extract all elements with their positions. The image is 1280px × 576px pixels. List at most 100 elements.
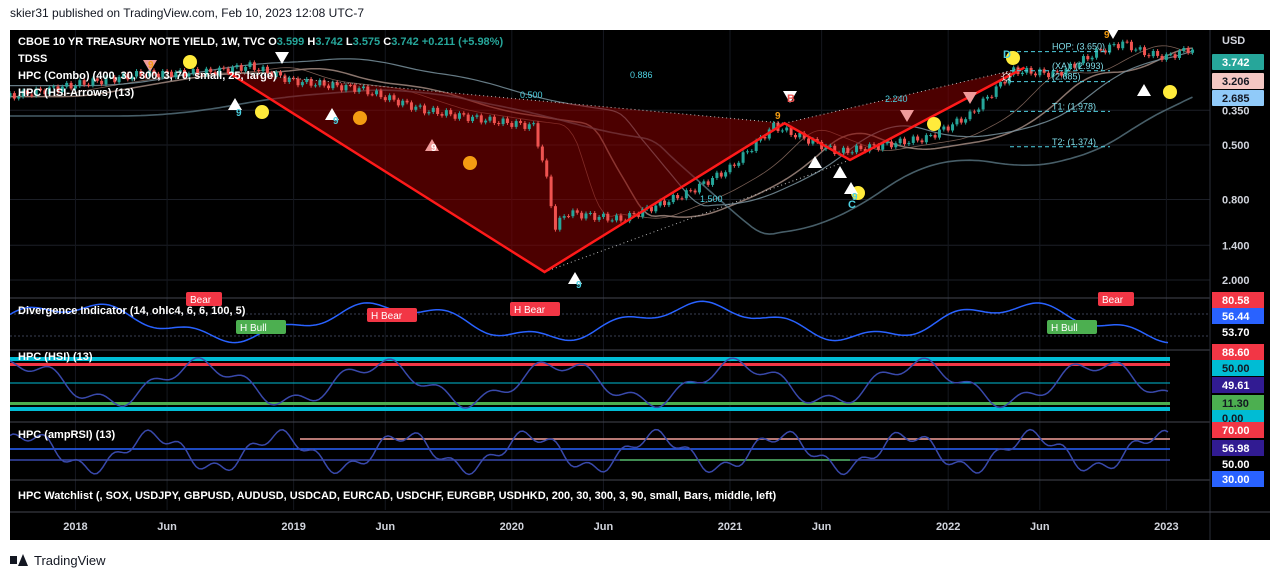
candle-body-83 [370,94,374,96]
candle-body-69 [309,78,313,86]
candle-body-29 [135,70,139,77]
candle-body-169 [745,151,749,153]
candle-body-200 [881,143,885,150]
candle-body-198 [872,144,876,146]
candle-body-255 [1121,41,1125,49]
amprsi-badge-1: 56.98 [1222,443,1250,455]
candle-body-166 [732,164,736,166]
candle-body-102 [453,114,457,119]
candle-body-70 [313,85,317,87]
candle-body-103 [457,113,461,119]
arrow-signal-9 [844,182,858,194]
candle-body-157 [693,190,697,193]
candle-body-245 [1077,63,1081,68]
candle-body-95 [423,105,427,114]
chart-labels: HOP: (3.650) (XA): (2.993)(2.685) T1: (1.9… [18,30,1124,502]
candle-body-238 [1047,72,1051,78]
candle-body-177 [780,130,784,132]
hsi-badge-bg-2 [1212,377,1264,393]
time-tick-2: 2019 [281,521,305,533]
candle-body-80 [357,88,361,92]
candle-body-47 [213,72,217,75]
candle-body-246 [1081,56,1085,64]
point-label-b: B [787,93,795,105]
pattern-xabcd [227,66,1026,274]
candle-body-259 [1138,47,1142,50]
candle-body-160 [706,181,710,185]
time-axis[interactable]: 2018 Jun 2019 Jun 2020 Jun 2021 Jun 2022 Jun 2023 [10,511,1270,533]
candle-body-98 [436,107,440,114]
div-label-4: Bear [190,295,212,306]
candle-body-268 [1177,50,1181,58]
arrow-signal-10 [143,60,157,72]
candle-body-19 [91,78,95,86]
candle-body-131 [580,212,584,219]
candle-body-266 [1169,54,1173,56]
tradingview-footer[interactable]: TradingView [10,550,106,570]
candle-body-23 [108,77,112,79]
candle-body-55 [248,62,252,68]
candle-body-202 [889,141,893,148]
arrow-signal-5 [1137,84,1151,96]
chart-canvas[interactable]: HOP: (3.650) (XA): (2.993)(2.685) T1: (1.9… [10,30,1270,540]
candle-body-68 [305,78,309,83]
candle-body-113 [501,118,505,125]
candle-body-180 [793,134,797,138]
candle-body-134 [593,212,597,220]
candle-body-86 [383,97,387,101]
candle-body-224 [985,96,989,99]
price-badge-bg-0 [1212,54,1264,70]
candle-body-135 [597,216,601,220]
candle-body-65 [292,77,296,79]
candle-body-20 [95,78,99,81]
candle-body-263 [1156,50,1160,56]
candle-body-249 [1095,49,1099,58]
candle-body-219 [964,119,968,123]
div-label-bg-1 [367,308,417,322]
price-badge-2: 2.685 [1222,93,1250,105]
target-label-4: T2: (1.374) [1052,137,1096,147]
candle-body-88 [392,95,396,100]
candle-body-48 [217,67,221,75]
candle-body-247 [1086,56,1090,60]
price-series [10,39,1195,232]
candle-body-194 [855,145,859,153]
candle-body-112 [497,123,501,125]
candle-body-2 [17,96,21,99]
candle-body-43 [196,68,200,75]
candle-body-162 [715,172,719,178]
arrow-signal-7 [325,108,339,120]
candle-body-232 [1020,72,1024,75]
candle-body-210 [924,135,928,143]
div-badge-1: 56.44 [1222,311,1250,323]
candle-body-92 [409,102,413,110]
candle-body-91 [405,100,409,103]
candle-body-201 [885,141,889,144]
time-tick-5: Jun [594,521,614,533]
candle-body-42 [191,68,195,74]
candle-body-101 [449,110,453,115]
candle-body-18 [87,84,91,86]
point-label-c: C [848,199,856,211]
candle-body-191 [841,147,845,153]
candle-body-26 [121,73,125,77]
candle-body-226 [994,86,998,97]
price-axis[interactable]: 2.000 1.400 0.800 0.500 0.350 USD 3.742 3.206 2.… [1209,30,1270,540]
price-badge-0: 3.742 [1222,57,1250,69]
chart-frame[interactable]: HOP: (3.650) (XA): (2.993) (2.685) T1: (1.9… [10,30,1270,540]
time-tick-9: Jun [1030,521,1050,533]
time-tick-3: Jun [375,521,395,533]
time-tick-1: Jun [157,521,177,533]
candle-body-51 [231,67,235,74]
candle-body-127 [562,216,566,218]
candle-body-121 [536,123,540,147]
candle-body-15 [73,86,77,89]
watchlist-legend: HPC Watchlist (, SOX, USDJPY, GBPUSD, AU… [18,490,776,502]
candle-body-126 [558,217,562,230]
candle-body-87 [388,95,392,101]
candle-body-163 [719,172,723,177]
candle-body-58 [261,66,265,72]
candle-body-237 [1042,69,1046,73]
candle-body-17 [82,80,86,85]
candle-body-9 [47,87,51,95]
